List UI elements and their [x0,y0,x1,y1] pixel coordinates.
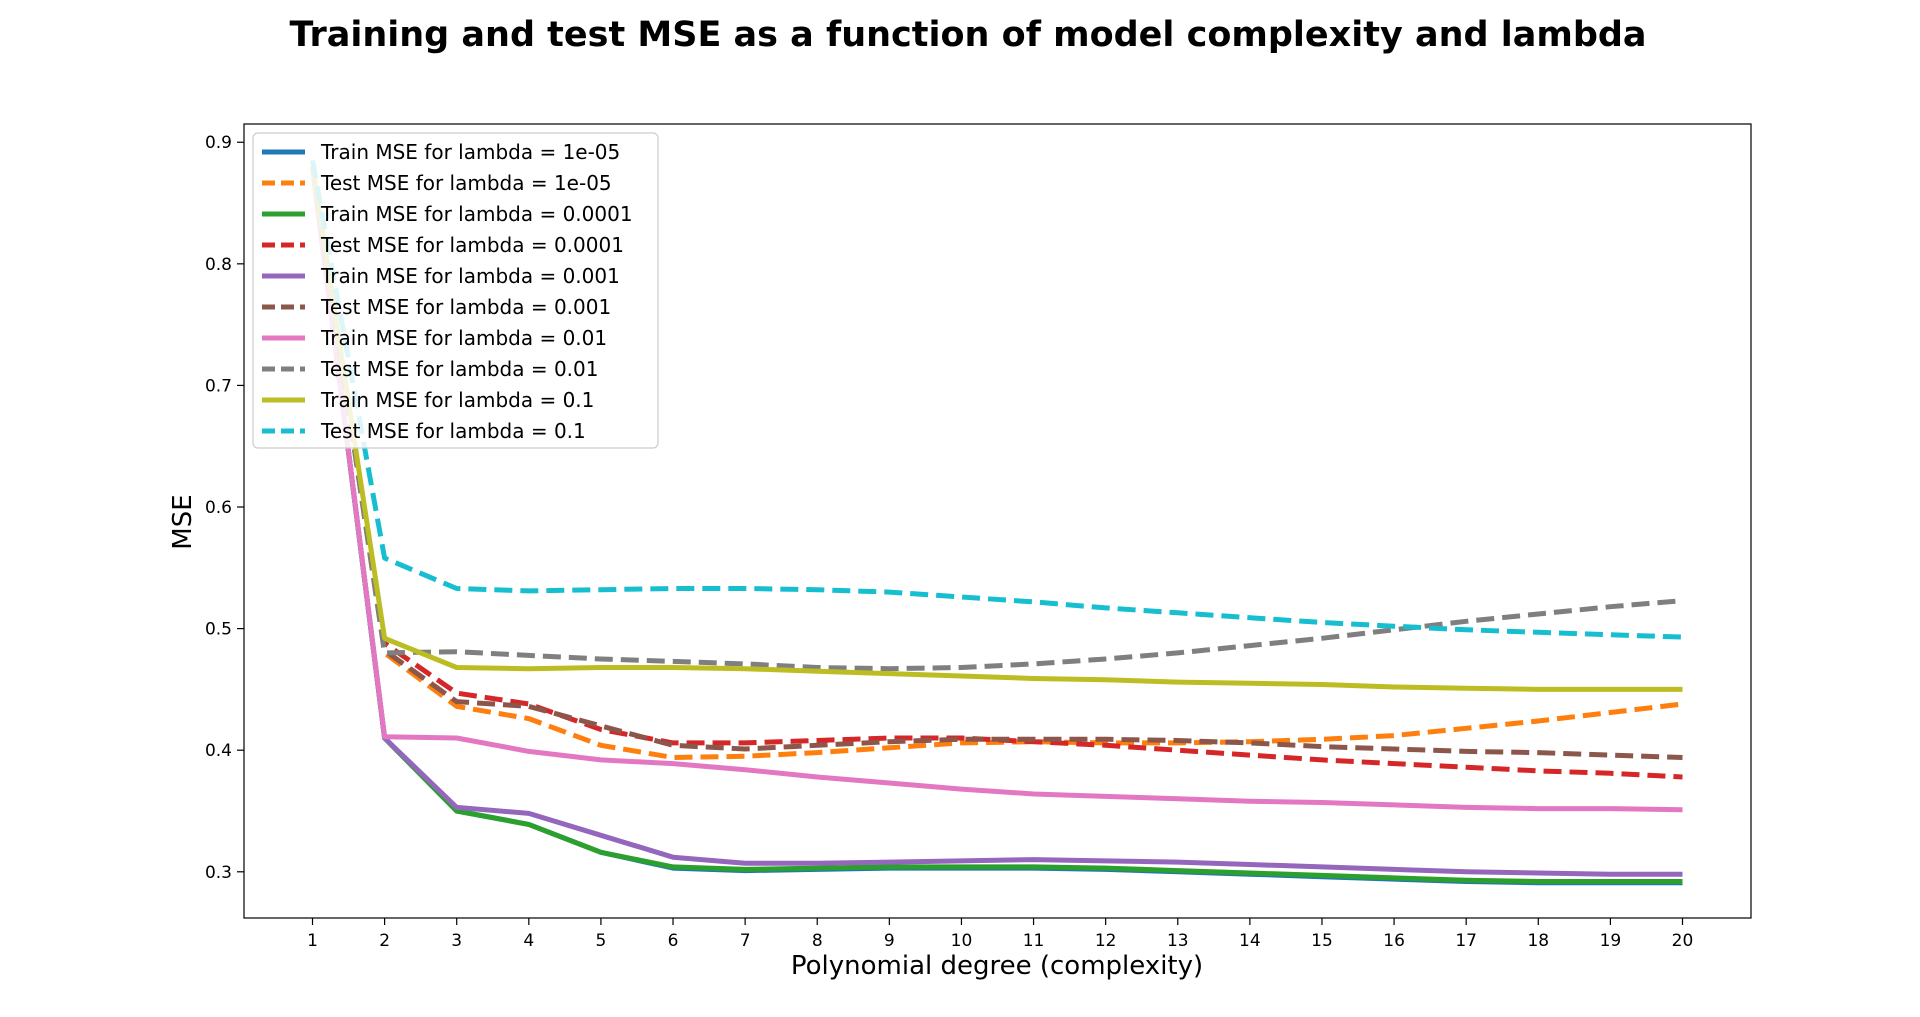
legend-label: Train MSE for lambda = 0.0001 [320,202,633,226]
series-line-5 [310,166,1683,877]
legend-box [252,132,659,449]
x-axis: 1 2 3 4 5 6 7 8 9 10 11 12 13 14 15 16 17 18 19 20 [307,918,1693,951]
plot-frame [243,123,1752,919]
x-tick-label: 9 [884,931,895,951]
y-tick-label: 0.6 [205,498,232,518]
legend-label: Test MSE for lambda = 1e-05 [320,171,612,195]
x-tick-label: 2 [379,931,390,951]
x-tick-label: 6 [668,931,679,951]
series-line-9 [310,166,1683,692]
y-tick-label: 0.9 [205,133,232,153]
x-tick-label: 13 [1167,931,1189,951]
legend-label: Test MSE for lambda = 0.1 [320,419,586,443]
series-line-10 [310,160,1683,640]
series-line-8 [310,166,1683,672]
legend-label: Test MSE for lambda = 0.001 [320,295,611,319]
x-tick-label: 7 [740,931,751,951]
x-tick-label: 8 [812,931,823,951]
legend-label: Test MSE for lambda = 0.0001 [320,233,624,257]
x-tick-label: 15 [1311,931,1333,951]
legend-label: Test MSE for lambda = 0.01 [320,357,599,381]
x-tick-label: 3 [451,931,462,951]
x-tick-label: 4 [523,931,534,951]
series-layer [310,160,1683,886]
x-tick-label: 10 [951,931,973,951]
legend-label: Train MSE for lambda = 1e-05 [320,140,620,164]
x-tick-label: 20 [1672,931,1694,951]
legend: Train MSE for lambda = 1e-05 Test MSE for… [252,132,659,449]
y-tick-label: 0.3 [205,863,232,883]
x-tick-label: 14 [1239,931,1261,951]
x-tick-label: 11 [1023,931,1045,951]
legend-label: Train MSE for lambda = 0.01 [320,326,607,350]
x-tick-label: 16 [1383,931,1405,951]
x-tick-label: 1 [307,931,318,951]
y-axis: 0.3 0.4 0.5 0.6 0.7 0.8 0.9 [205,133,244,883]
y-tick-label: 0.5 [205,620,232,640]
y-axis-label: MSE [168,494,198,549]
x-tick-label: 5 [596,931,607,951]
series-line-3 [310,166,1683,884]
x-tick-label: 19 [1600,931,1622,951]
series-line-2 [310,166,1683,760]
chart-title: Training and test MSE as a function of m… [289,15,1646,55]
x-axis-label: Polynomial degree (complexity) [791,951,1203,981]
x-tick-label: 18 [1527,931,1549,951]
legend-label: Train MSE for lambda = 0.1 [320,388,594,412]
y-tick-label: 0.4 [205,741,232,761]
series-line-6 [310,166,1683,760]
x-tick-label: 12 [1095,931,1117,951]
y-tick-label: 0.8 [205,255,232,275]
x-tick-label: 17 [1455,931,1477,951]
legend-label: Train MSE for lambda = 0.001 [320,264,620,288]
y-tick-label: 0.7 [205,376,232,396]
series-line-7 [310,166,1683,813]
